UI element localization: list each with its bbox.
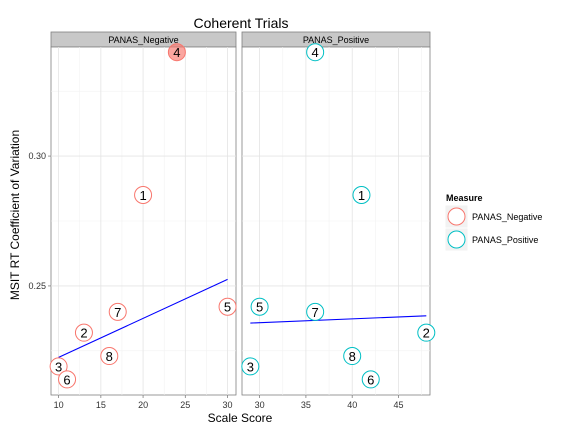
legend-label: PANAS_Positive	[472, 235, 538, 245]
point-marker	[218, 297, 237, 316]
data-point: 6	[361, 370, 380, 389]
panel-strip-label: PANAS_Positive	[303, 35, 369, 45]
data-point: 7	[306, 302, 325, 321]
legend-item: PANAS_Positive	[444, 227, 538, 252]
point-label: 7	[312, 305, 319, 320]
data-point: 7	[108, 302, 127, 321]
x-tick-label: 35	[301, 400, 311, 410]
point-label: 1	[358, 188, 365, 203]
point-label: 8	[349, 349, 356, 364]
data-point: 5	[218, 297, 237, 316]
point-label: 1	[139, 188, 146, 203]
x-tick-label: 30	[223, 400, 233, 410]
point-marker	[417, 323, 436, 342]
point-marker	[306, 43, 325, 62]
data-point: 4	[306, 43, 325, 62]
data-point: 2	[417, 323, 436, 342]
x-tick-label: 15	[96, 400, 106, 410]
point-marker	[134, 186, 153, 205]
legend-title: Measure	[446, 193, 483, 203]
panel-strip-label: PANAS_Negative	[108, 35, 178, 45]
data-point: 3	[241, 357, 260, 376]
point-label: 6	[367, 372, 374, 387]
point-marker	[250, 297, 269, 316]
point-marker	[74, 323, 93, 342]
data-point: 1	[134, 186, 153, 205]
x-tick-label: 40	[347, 400, 357, 410]
point-marker	[343, 347, 362, 366]
data-point: 8	[343, 347, 362, 366]
y-axis-label: MSIT RT Coefficient of Variation	[8, 130, 22, 300]
point-label: 5	[224, 300, 231, 315]
point-marker	[361, 370, 380, 389]
data-point: 8	[100, 347, 119, 366]
x-tick-label: 20	[138, 400, 148, 410]
point-marker	[58, 370, 77, 389]
data-point: 2	[74, 323, 93, 342]
point-marker	[352, 186, 371, 205]
legend: Measure PANAS_Negative PANAS_Positive	[444, 193, 542, 252]
point-marker	[108, 302, 127, 321]
point-label: 4	[312, 45, 319, 60]
chart-title: Coherent Trials	[194, 15, 289, 31]
data-point: 6	[58, 370, 77, 389]
y-axis: 0.25 0.30	[28, 151, 51, 291]
x-tick-label: 10	[54, 400, 64, 410]
data-point: 1	[352, 186, 371, 205]
x-tick-label: 25	[180, 400, 190, 410]
data-point: 5	[250, 297, 269, 316]
x-tick-label: 30	[255, 400, 265, 410]
legend-item: PANAS_Negative	[444, 204, 542, 229]
legend-label: PANAS_Negative	[472, 212, 542, 222]
point-label: 3	[55, 359, 62, 374]
point-label: 2	[80, 326, 87, 341]
fit-line	[58, 278, 228, 358]
x-axis-label: Scale Score	[208, 411, 273, 425]
legend-marker	[447, 207, 466, 226]
point-marker	[100, 347, 119, 366]
data-point: 4	[167, 43, 186, 62]
point-label: 8	[106, 349, 113, 364]
point-label: 2	[423, 326, 430, 341]
point-label: 4	[173, 45, 180, 60]
point-marker	[49, 357, 68, 376]
fit-line	[250, 315, 427, 324]
point-label: 6	[63, 372, 70, 387]
y-tick-label: 0.25	[28, 281, 46, 291]
point-marker	[167, 43, 186, 62]
point-label: 3	[247, 359, 254, 374]
y-tick-label: 0.30	[28, 151, 46, 161]
point-label: 7	[114, 305, 121, 320]
legend-marker	[447, 230, 466, 249]
point-marker	[241, 357, 260, 376]
panel-2: PANAS_Positive 30 35 40 45 4 1 5 7 2 8 3 6	[241, 31, 436, 410]
data-point: 3	[49, 357, 68, 376]
point-marker	[306, 302, 325, 321]
x-tick-label: 45	[394, 400, 404, 410]
point-label: 5	[256, 300, 263, 315]
